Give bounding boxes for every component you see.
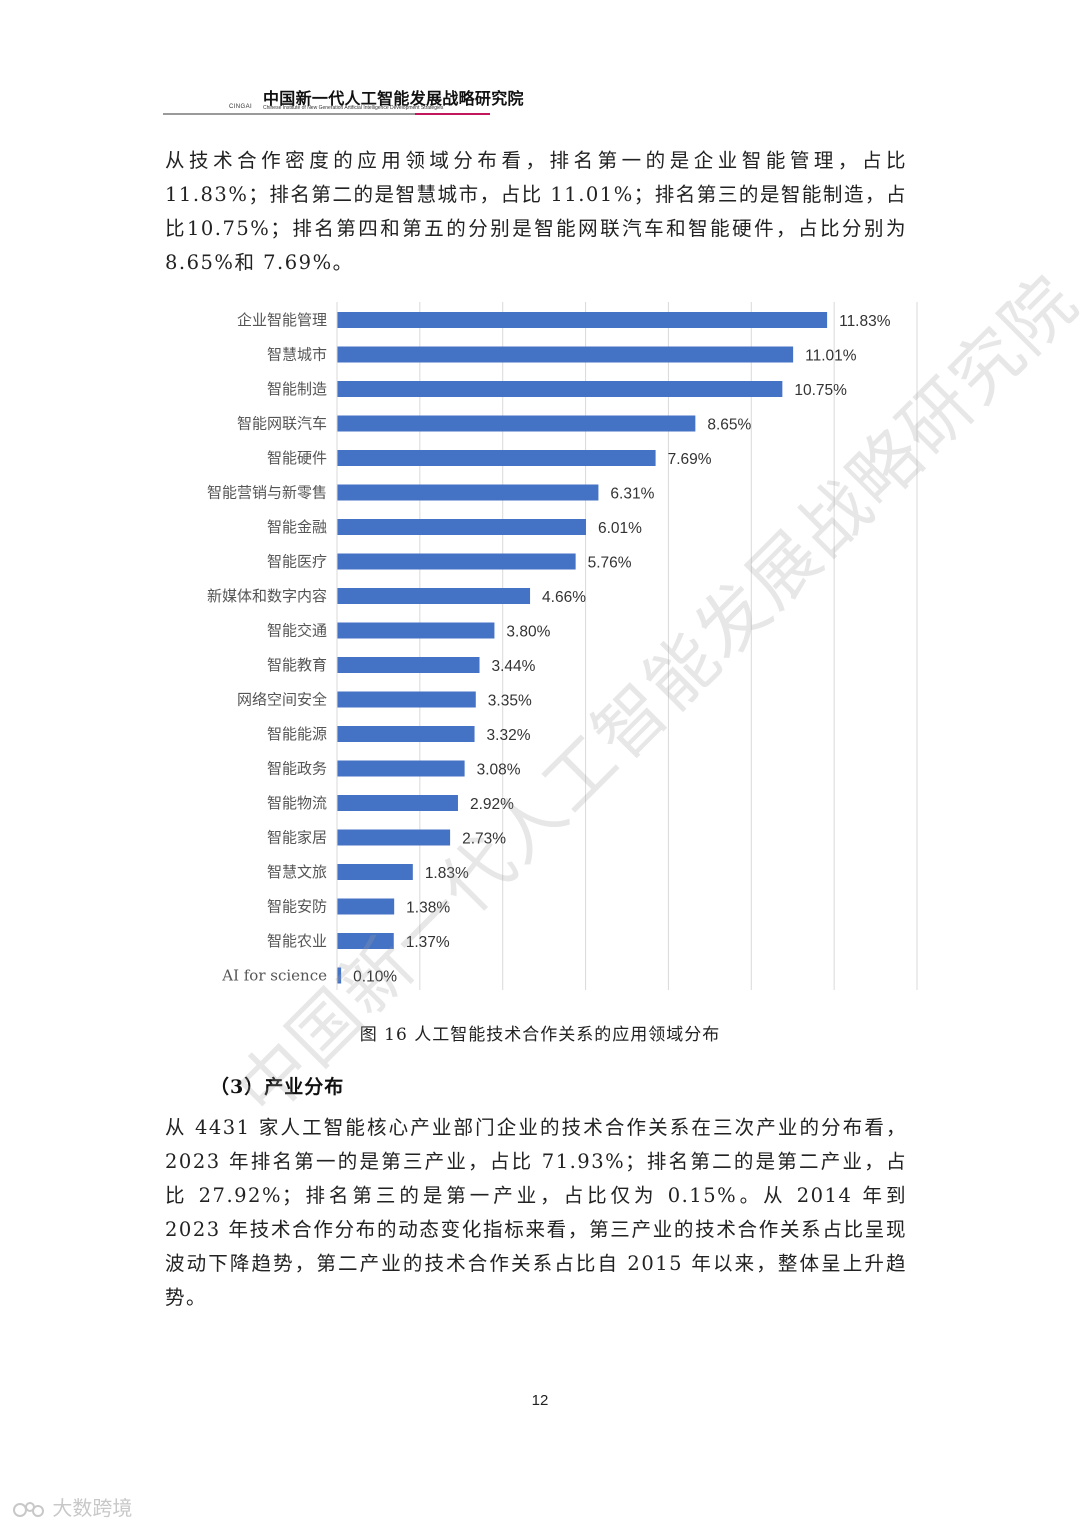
application-domain-bar-chart: 企业智能管理 11.83% 智慧城市 11.01% 智能制造 10.75% 智能网联汽车 8.… bbox=[185, 298, 925, 998]
data-label: 3.44% bbox=[492, 658, 536, 675]
category-label: 网络空间安全 bbox=[237, 691, 327, 709]
category-label: 智慧文旅 bbox=[267, 863, 327, 881]
org-name-en: Chinese Institute of New Generation Arti… bbox=[263, 105, 444, 111]
bar bbox=[337, 691, 476, 708]
data-label: 7.69% bbox=[668, 451, 712, 468]
category-label: 智能教育 bbox=[267, 656, 327, 674]
data-label: 5.76% bbox=[588, 555, 632, 572]
category-label: 智能物流 bbox=[267, 794, 327, 812]
category-label: 智能能源 bbox=[267, 725, 327, 743]
category-label: 智能医疗 bbox=[267, 553, 327, 571]
paragraph-industry-distribution: 从 4431 家人工智能核心产业部门企业的技术合作关系在三次产业的分布看，202… bbox=[165, 1116, 907, 1309]
category-label: 智能网联汽车 bbox=[237, 415, 327, 433]
bar bbox=[337, 967, 342, 984]
bar bbox=[337, 657, 480, 673]
bar bbox=[337, 726, 475, 742]
bar bbox=[337, 622, 495, 639]
bar bbox=[337, 415, 696, 432]
data-label: 3.32% bbox=[487, 727, 531, 744]
corner-watermark: 大数跨境 bbox=[12, 1492, 132, 1521]
data-label: 11.83% bbox=[839, 313, 891, 330]
bar bbox=[337, 312, 828, 328]
bar bbox=[337, 450, 656, 466]
data-label: 3.80% bbox=[506, 624, 550, 641]
category-label: 智能营销与新零售 bbox=[207, 484, 327, 502]
bar bbox=[337, 346, 794, 363]
category-label: 智能硬件 bbox=[267, 449, 327, 467]
header-rule bbox=[163, 113, 490, 115]
data-label: 0.10% bbox=[353, 969, 397, 986]
category-label: 新媒体和数字内容 bbox=[207, 587, 327, 605]
data-label: 4.66% bbox=[542, 589, 586, 606]
bar bbox=[337, 381, 783, 397]
paragraph-application-distribution: 从技术合作密度的应用领域分布看，排名第一的是企业智能管理，占比11.83%；排名… bbox=[165, 149, 907, 274]
data-label: 10.75% bbox=[794, 382, 847, 399]
data-label: 2.73% bbox=[462, 831, 506, 848]
figure-caption: 图 16 人工智能技术合作关系的应用领域分布 bbox=[359, 1025, 721, 1045]
bar bbox=[337, 519, 586, 535]
page-number: 12 bbox=[531, 1392, 549, 1409]
bar bbox=[337, 898, 395, 915]
section-title: （3）产业分布 bbox=[210, 1076, 345, 1098]
category-label: 企业智能管理 bbox=[237, 311, 327, 329]
data-label: 11.01% bbox=[805, 348, 857, 365]
bar bbox=[337, 864, 413, 880]
category-label: 智能安防 bbox=[267, 898, 327, 916]
data-label: 3.35% bbox=[488, 693, 532, 710]
bar bbox=[337, 795, 458, 811]
bar bbox=[337, 829, 451, 846]
logo-text: CINGAI bbox=[229, 104, 253, 110]
data-label: 6.31% bbox=[610, 486, 654, 503]
bar bbox=[337, 553, 576, 570]
data-label: 8.65% bbox=[707, 417, 751, 434]
header-rule-accent bbox=[415, 113, 490, 115]
category-label: AI for science bbox=[221, 967, 327, 985]
page-header: CINGAI 中国新一代人工智能发展战略研究院 Chinese Institut… bbox=[163, 78, 524, 118]
institute-logo-icon bbox=[163, 78, 229, 118]
org-name-cn: 中国新一代人工智能发展战略研究院 bbox=[263, 89, 524, 108]
category-label: 智能交通 bbox=[267, 622, 327, 640]
category-label: 智能政务 bbox=[267, 760, 327, 778]
data-label: 3.08% bbox=[477, 762, 521, 779]
corner-watermark-text: 大数跨境 bbox=[52, 1496, 133, 1520]
category-label: 智能制造 bbox=[267, 380, 327, 398]
bar bbox=[337, 588, 531, 604]
bar bbox=[337, 933, 394, 949]
data-label: 1.37% bbox=[406, 934, 450, 951]
category-label: 智能金融 bbox=[267, 518, 327, 536]
data-label: 1.38% bbox=[406, 900, 450, 917]
bar bbox=[337, 760, 465, 777]
data-label: 1.83% bbox=[425, 865, 469, 882]
chart-svg: 企业智能管理 11.83% 智慧城市 11.01% 智能制造 10.75% 智能网联汽车 8.… bbox=[207, 302, 918, 990]
corner-logo-icon bbox=[13, 1501, 44, 1517]
category-label: 智慧城市 bbox=[267, 346, 327, 364]
category-label: 智能家居 bbox=[267, 829, 327, 847]
data-label: 6.01% bbox=[598, 520, 642, 537]
category-label: 智能农业 bbox=[267, 932, 327, 950]
bar bbox=[337, 484, 599, 501]
data-label: 2.92% bbox=[470, 796, 514, 813]
